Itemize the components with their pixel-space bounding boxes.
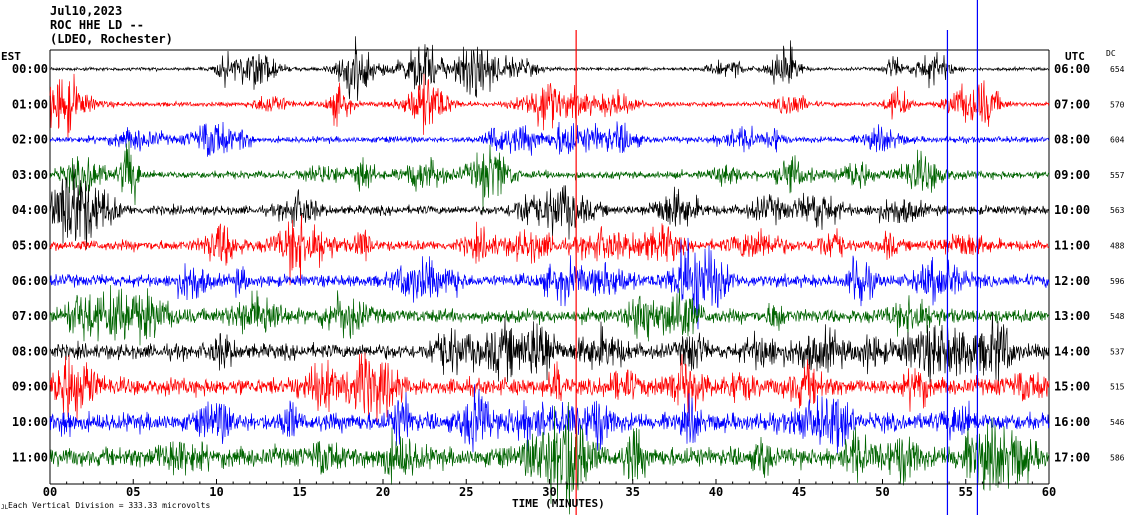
dc-offset-value: 515 (1110, 383, 1125, 392)
trace-row-11 (49, 401, 1050, 515)
left-hour-label: 03:00 (12, 168, 48, 182)
dc-offset-value: 563 (1110, 206, 1125, 215)
right-hour-label: 12:00 (1054, 274, 1090, 288)
right-hour-label: 14:00 (1054, 344, 1090, 358)
left-hour-label: 11:00 (12, 450, 48, 464)
trace-row-10 (49, 384, 1050, 454)
scale-note: Each Vertical Division = 333.33 microvol… (8, 501, 211, 510)
location-label: (LDEO, Rochester) (50, 32, 173, 46)
right-hour-label: 16:00 (1054, 415, 1090, 429)
x-tick-label: 55 (959, 485, 973, 499)
trace-row-0 (49, 36, 1050, 101)
left-hour-label: 01:00 (12, 97, 48, 111)
trace-row-5 (49, 214, 1050, 286)
left-hour-label: 10:00 (12, 415, 48, 429)
x-tick-label: 40 (709, 485, 723, 499)
left-hour-label: 09:00 (12, 380, 48, 394)
dc-offset-value: 654 (1110, 65, 1125, 74)
trace-row-9 (49, 352, 1050, 423)
x-tick-label: 15 (293, 485, 307, 499)
dc-offset-value: 548 (1110, 312, 1125, 321)
dc-offset-value: 604 (1110, 136, 1125, 145)
trace-row-4 (49, 165, 1050, 250)
dc-offset-value: 557 (1110, 171, 1125, 180)
station-header: Jul10,2023 ROC HHE LD -- (LDEO, Rocheste… (50, 4, 173, 46)
dc-offset-value: 596 (1110, 277, 1125, 286)
x-tick-label: 00 (43, 485, 57, 499)
x-tick-label: 45 (792, 485, 806, 499)
trace-row-6 (49, 237, 1050, 330)
x-tick-label: 10 (209, 485, 223, 499)
trace-row-2 (49, 121, 1050, 157)
left-hour-label: 05:00 (12, 239, 48, 253)
x-axis-title: TIME (MINUTES) (512, 497, 605, 510)
left-hour-label: 07:00 (12, 309, 48, 323)
right-hour-label: 17:00 (1054, 450, 1090, 464)
left-hour-label: 08:00 (12, 344, 48, 358)
trace-row-8 (49, 311, 1050, 385)
dc-offset-value: 488 (1110, 242, 1125, 251)
left-hour-label: 04:00 (12, 203, 48, 217)
right-timezone-label: UTC (1065, 50, 1085, 63)
x-tick-label: 05 (126, 485, 140, 499)
trace-row-1 (49, 73, 1050, 140)
left-hour-label: 02:00 (12, 133, 48, 147)
right-hour-label: 08:00 (1054, 133, 1090, 147)
scale-prefix: JL (1, 504, 9, 511)
right-hour-label: 15:00 (1054, 380, 1090, 394)
right-hour-label: 09:00 (1054, 168, 1090, 182)
right-hour-label: 10:00 (1054, 203, 1090, 217)
x-tick-label: 25 (459, 485, 473, 499)
right-hour-label: 07:00 (1054, 97, 1090, 111)
left-hour-label: 00:00 (12, 62, 48, 76)
dc-offset-value: 537 (1110, 347, 1125, 356)
left-hour-label: 06:00 (12, 274, 48, 288)
dc-offset-value: 570 (1110, 100, 1125, 109)
x-tick-label: 35 (626, 485, 640, 499)
dc-offset-value: 546 (1110, 418, 1125, 427)
x-tick-label: 60 (1042, 485, 1056, 499)
left-timezone-label: EST (1, 50, 21, 63)
right-hour-label: 06:00 (1054, 62, 1090, 76)
trace-row-3 (49, 140, 1050, 212)
right-hour-label: 11:00 (1054, 239, 1090, 253)
date-label: Jul10,2023 (50, 4, 123, 18)
x-tick-label: 20 (376, 485, 390, 499)
right-hour-label: 13:00 (1054, 309, 1090, 323)
x-tick-label: 50 (875, 485, 889, 499)
x-tick-label: 30 (542, 485, 556, 499)
trace-row-7 (49, 285, 1050, 346)
dc-offset-value: 586 (1110, 453, 1125, 462)
dc-offset-header: DC (1106, 49, 1116, 58)
station-label: ROC HHE LD -- (50, 18, 144, 32)
